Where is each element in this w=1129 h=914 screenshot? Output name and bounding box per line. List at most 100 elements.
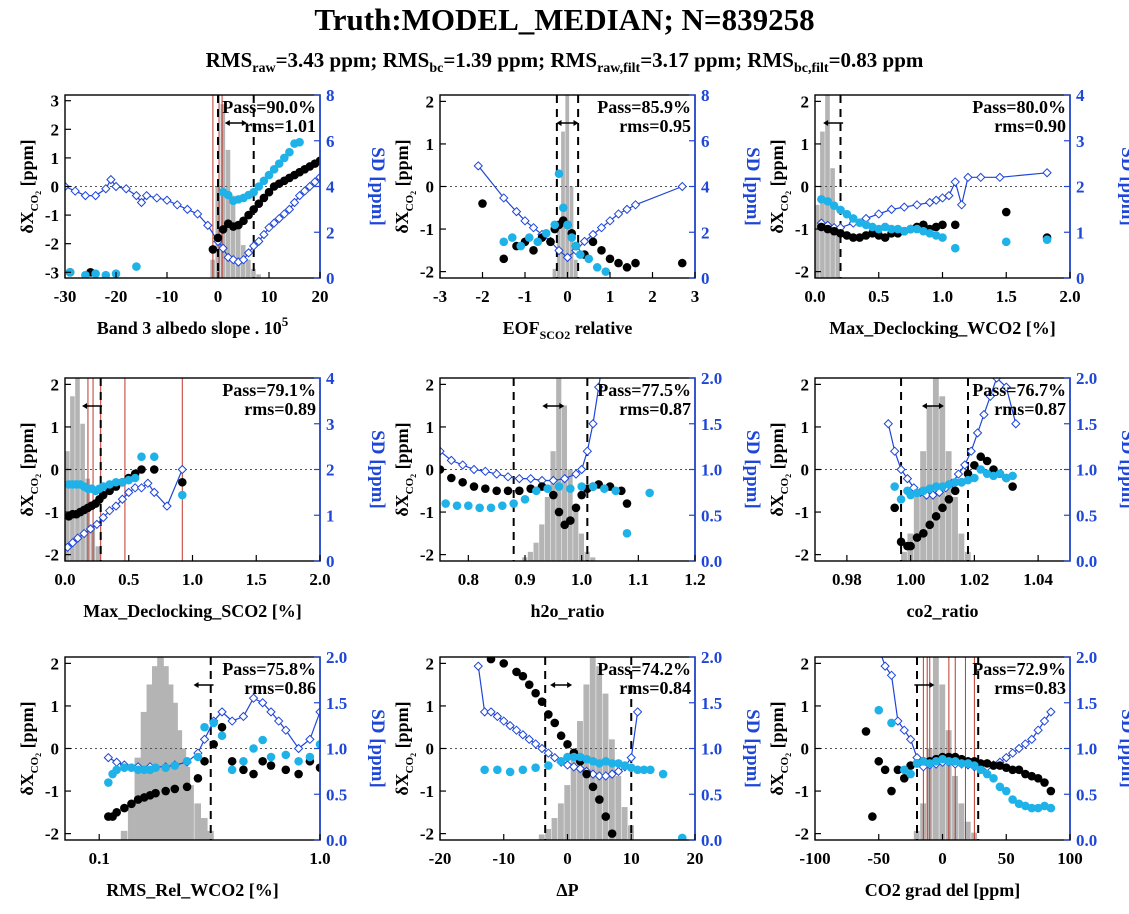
subtitle-subscript: bc,filt bbox=[793, 61, 829, 77]
raw-point bbox=[861, 727, 871, 736]
sd-point bbox=[953, 469, 964, 479]
raw-point bbox=[950, 220, 960, 230]
sd-tick-label: 0.5 bbox=[701, 506, 722, 525]
sd-point bbox=[991, 378, 1002, 383]
sd-point bbox=[554, 245, 564, 256]
filter-arrowhead bbox=[542, 403, 548, 409]
bc-point bbox=[518, 765, 528, 775]
sd-point bbox=[632, 707, 643, 717]
bc-point bbox=[285, 147, 294, 157]
raw-point bbox=[170, 784, 180, 794]
y-axis-label: δXCO2 [ppm] bbox=[392, 139, 418, 233]
raw-point bbox=[554, 507, 564, 517]
raw-point bbox=[105, 486, 114, 496]
x-tick-label: -10 bbox=[492, 849, 515, 868]
histogram-bar bbox=[913, 830, 920, 840]
bc-point bbox=[137, 452, 146, 462]
bc-point bbox=[505, 767, 515, 777]
raw-point bbox=[1008, 482, 1017, 491]
bc-point bbox=[842, 209, 852, 219]
x-axis-label: Band 3 albedo slope . 105 bbox=[97, 314, 289, 338]
y-tick-label: 2 bbox=[801, 92, 810, 111]
raw-point bbox=[546, 237, 555, 247]
sd-point bbox=[199, 734, 210, 745]
raw-point bbox=[963, 469, 973, 479]
histogram-bar bbox=[70, 396, 75, 561]
bc-point bbox=[544, 761, 553, 770]
bc-point bbox=[266, 752, 276, 762]
raw-point bbox=[499, 659, 509, 668]
sd-point bbox=[177, 464, 188, 475]
sd-point bbox=[979, 409, 989, 420]
sd-point bbox=[966, 446, 976, 456]
y-tick-label: -1 bbox=[795, 503, 809, 522]
sd-point bbox=[605, 216, 615, 226]
sd-tick-label: 1 bbox=[326, 506, 335, 525]
x-axis-label-text: RMS_Rel_WCO2 [%] bbox=[106, 880, 278, 900]
x-axis-label-text: Max_Declocking_WCO2 [%] bbox=[829, 318, 1055, 338]
sd-point bbox=[473, 661, 483, 671]
histogram-bar bbox=[235, 223, 241, 278]
sd-point bbox=[1020, 739, 1031, 749]
sd-point bbox=[944, 190, 954, 201]
histogram-bar bbox=[578, 533, 584, 561]
sd-point bbox=[192, 209, 203, 219]
histogram-bar bbox=[127, 803, 135, 840]
raw-point bbox=[481, 484, 490, 493]
raw-point bbox=[249, 205, 258, 214]
bc-point bbox=[104, 778, 113, 787]
histogram-bar bbox=[573, 259, 578, 278]
histogram-bar bbox=[225, 149, 231, 278]
x-tick-label: 1.2 bbox=[684, 570, 705, 589]
panel-2: -2 -1 0 1 2 0 2 4 6 8 -3 -2 -1 0 1 2 3 EOFSCO2 relative δX… bbox=[392, 86, 763, 342]
sd-point bbox=[130, 483, 140, 493]
pass-label: Pass=77.5% bbox=[597, 380, 691, 400]
bc-point bbox=[509, 499, 518, 508]
histogram-bar bbox=[590, 557, 596, 561]
raw-point bbox=[478, 199, 487, 208]
bc-point bbox=[970, 761, 979, 770]
bc-point bbox=[480, 765, 489, 775]
panel-3: -2 -1 0 1 2 0 1 2 3 4 0.0 0.5 1.0 1.5 2.0Max_Declockin… bbox=[767, 86, 1129, 338]
raw-point bbox=[112, 808, 121, 817]
raw-point bbox=[549, 490, 558, 500]
raw-point bbox=[890, 503, 899, 513]
bc-point bbox=[989, 773, 998, 783]
sd-point bbox=[248, 693, 259, 703]
x-tick-label: 20 bbox=[312, 287, 329, 306]
bc-point bbox=[499, 237, 509, 247]
raw-point bbox=[227, 756, 237, 766]
bc-point bbox=[507, 233, 517, 242]
raw-point bbox=[469, 482, 479, 491]
sd-point bbox=[1046, 707, 1056, 717]
bc-point bbox=[622, 529, 632, 538]
x-axis-label: RMS_Rel_WCO2 [%] bbox=[106, 880, 278, 900]
subtitle-text: RMS bbox=[205, 48, 253, 72]
bc-point bbox=[132, 262, 141, 271]
histogram-bar bbox=[615, 775, 622, 840]
y-axis-label: δXCO2 [ppm] bbox=[767, 139, 793, 233]
sd-tick-label: 0.0 bbox=[1076, 831, 1097, 850]
x-tick-label: 3 bbox=[691, 287, 700, 306]
bc-point bbox=[601, 267, 611, 276]
x-tick-label: 1.02 bbox=[960, 570, 990, 589]
histogram-bar bbox=[544, 496, 550, 561]
sd-point bbox=[106, 174, 116, 185]
histogram-bar bbox=[820, 131, 825, 278]
bc-point bbox=[1008, 471, 1017, 481]
sd-tick-label: 1.0 bbox=[1076, 740, 1097, 759]
raw-point bbox=[601, 812, 611, 821]
sd-tick-label: 1.5 bbox=[326, 694, 347, 713]
x-axis-label-text: co2_ratio bbox=[907, 601, 979, 621]
sd-tick-label: 2.0 bbox=[701, 648, 722, 667]
sd-point bbox=[902, 473, 913, 484]
x-tick-label: 50 bbox=[998, 849, 1015, 868]
raw-point bbox=[563, 739, 572, 749]
raw-point bbox=[989, 761, 998, 770]
pass-label: Pass=85.9% bbox=[597, 97, 691, 117]
x-tick-label: -20 bbox=[429, 849, 452, 868]
bc-point bbox=[111, 477, 121, 487]
sd-point bbox=[162, 501, 172, 511]
sd-point bbox=[92, 519, 102, 530]
sd-point bbox=[928, 490, 938, 500]
